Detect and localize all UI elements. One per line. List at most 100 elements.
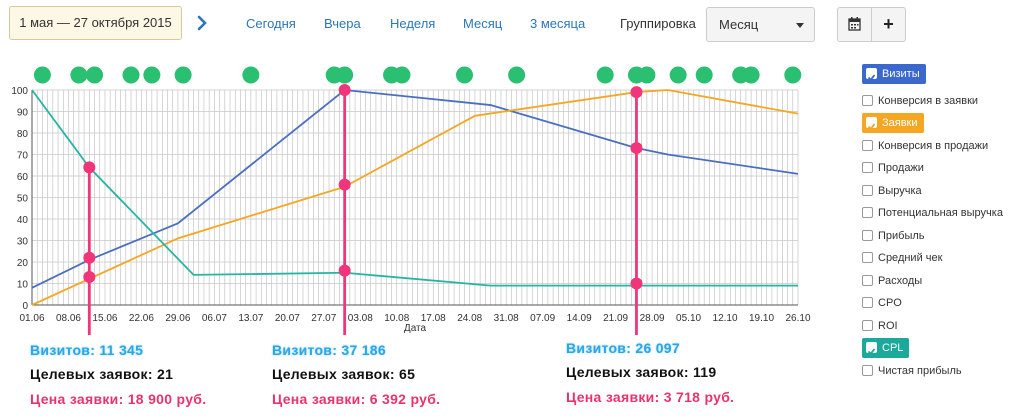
legend-item[interactable]: CPL (862, 338, 910, 358)
legend-item[interactable]: CPO (862, 293, 902, 313)
event-dot (336, 66, 354, 84)
legend-item[interactable]: Заявки (862, 113, 924, 133)
checkbox-icon[interactable] (862, 206, 873, 218)
event-dot (242, 66, 260, 84)
period-month-link[interactable]: Месяц (463, 16, 503, 31)
legend-item[interactable]: Расходы (862, 271, 922, 291)
marker-point (338, 84, 351, 96)
grouping-label: Группировка (620, 16, 696, 31)
checkbox-checked-icon[interactable] (866, 341, 877, 355)
x-tick-label: 12.10 (713, 313, 738, 324)
y-tick-label: 20 (17, 258, 29, 269)
checkmark-icon (867, 122, 876, 130)
x-tick-label: 15.06 (92, 313, 117, 324)
checkbox-icon[interactable] (862, 139, 873, 151)
legend-item[interactable]: Продажи (862, 158, 924, 178)
event-dot (143, 66, 161, 84)
checkbox-checked-icon[interactable] (866, 116, 877, 130)
annotation-price: Цена заявки: 3 718 руб. (566, 389, 735, 405)
y-tick-label: 50 (17, 194, 29, 205)
event-dot (784, 66, 802, 84)
chevron-right-icon[interactable] (194, 13, 210, 33)
series-line (31, 89, 798, 287)
legend-label: Прибыль (878, 230, 925, 242)
event-dot (695, 66, 713, 84)
legend-label: Визиты (882, 68, 920, 80)
event-dot (122, 66, 140, 84)
period-today-link[interactable]: Сегодня (246, 16, 296, 31)
checkmark-icon (867, 347, 876, 355)
annotation-visits: Визитов: 11 345 (30, 342, 144, 358)
x-tick-label: 08.06 (56, 313, 81, 324)
annotation-visits: Визитов: 37 186 (272, 342, 386, 358)
y-tick-label: 90 (17, 108, 29, 119)
date-range-picker[interactable]: 1 мая — 27 октября 2015 (9, 6, 182, 40)
series-line (31, 89, 799, 289)
checkbox-icon[interactable] (862, 296, 873, 308)
marker-point (630, 86, 643, 99)
legend-item[interactable]: Конверсия в продажи (862, 136, 988, 156)
legend-label: CPO (878, 297, 902, 309)
checkbox-icon[interactable] (862, 184, 873, 196)
x-tick-label: 29.06 (165, 313, 190, 324)
period-3-months-link[interactable]: 3 месяца (530, 16, 586, 31)
y-tick-label: 0 (22, 301, 28, 312)
event-dot (174, 66, 192, 84)
legend-item[interactable]: Прибыль (862, 226, 925, 246)
event-dot (742, 66, 760, 84)
marker-point (338, 178, 351, 191)
annotation-price: Цена заявки: 18 900 руб. (30, 391, 207, 407)
checkbox-icon[interactable] (862, 319, 873, 331)
line-chart: 0 10 20 30 40 50 60 70 80 90 100 01.06 08.06 15.06 22.… (11, 66, 811, 335)
checkbox-checked-icon[interactable] (866, 67, 877, 81)
grouping-select-value: Месяц (719, 17, 759, 32)
checkbox-icon[interactable] (862, 274, 873, 286)
event-dot (33, 66, 51, 84)
annotation-leads: Целевых заявок: 119 (566, 364, 717, 380)
marker-point (338, 264, 351, 277)
legend-label: Расходы (878, 275, 923, 287)
checkbox-icon[interactable] (862, 229, 873, 241)
checkbox-icon[interactable] (862, 364, 873, 376)
x-tick-label: 07.09 (530, 313, 555, 324)
checkbox-icon[interactable] (862, 251, 873, 263)
period-yesterday-link[interactable]: Вчера (324, 16, 361, 31)
grouping-select[interactable]: Месяц (706, 7, 815, 42)
checkbox-icon[interactable] (862, 94, 873, 106)
legend-item[interactable]: ROI (862, 316, 898, 336)
x-tick-label: 24.08 (457, 313, 482, 324)
x-tick-label: 21.09 (603, 313, 628, 324)
annotation-visits: Визитов: 26 097 (566, 340, 680, 356)
event-dot (456, 66, 474, 84)
x-tick-label: 31.08 (494, 313, 519, 324)
checkmark-icon (867, 73, 876, 81)
event-dot (86, 66, 104, 84)
legend-item[interactable]: Чистая прибыль (862, 361, 962, 381)
legend-item[interactable]: Визиты (862, 64, 926, 84)
legend-item[interactable]: Конверсия в заявки (862, 91, 978, 111)
y-tick-label: 40 (17, 215, 29, 226)
marker-point (630, 277, 643, 290)
legend-label: Выручка (878, 185, 922, 197)
x-tick-label: 13.07 (238, 313, 263, 324)
legend-item[interactable]: Потенциальная выручка (862, 203, 1003, 223)
y-tick-label: 60 (17, 172, 29, 183)
legend-label: Конверсия в продажи (878, 140, 989, 152)
annotation-price: Цена заявки: 6 392 руб. (272, 391, 441, 407)
legend-label: Заявки (882, 117, 918, 129)
marker-point (83, 161, 96, 174)
legend-item[interactable]: Средний чек (862, 248, 942, 268)
add-button[interactable]: + (871, 7, 906, 42)
event-dot (508, 66, 526, 84)
legend-label: Конверсия в заявки (878, 95, 979, 107)
x-tick-label: 06.07 (202, 313, 227, 324)
event-dot (393, 66, 411, 84)
x-tick-label: 20.07 (275, 313, 300, 324)
y-tick-label: 80 (17, 129, 29, 140)
calendar-button[interactable] (837, 7, 872, 42)
period-week-link[interactable]: Неделя (390, 16, 436, 31)
legend-item[interactable]: Выручка (862, 181, 922, 201)
legend-label: Потенциальная выручка (878, 207, 1003, 219)
y-tick-label: 30 (17, 237, 29, 248)
checkbox-icon[interactable] (862, 161, 873, 173)
